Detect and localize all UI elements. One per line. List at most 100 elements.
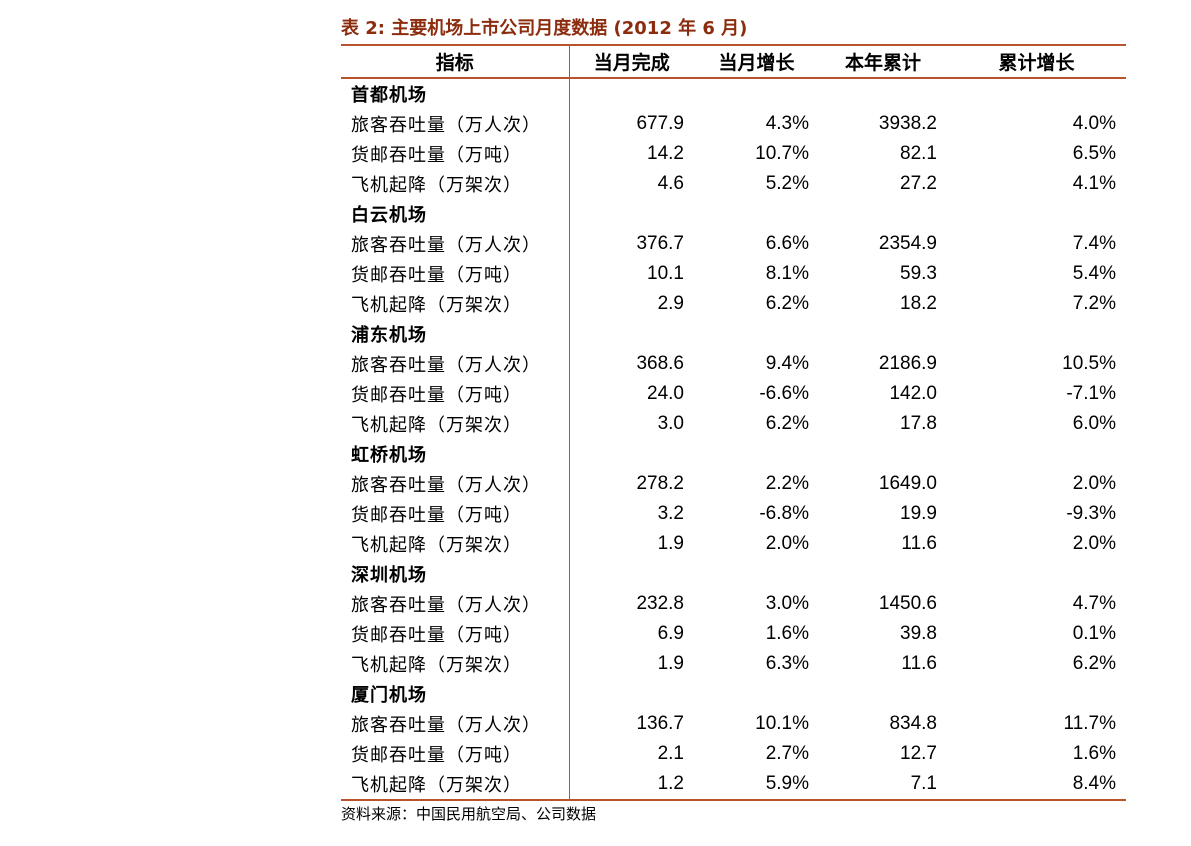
table-row: 飞机起降（万架次） 1.2 5.9% 7.1 8.4% (341, 769, 1126, 800)
ytd-value-cell: 3938.2 (878, 113, 937, 134)
ytd-growth-cell: 6.5% (1072, 143, 1116, 164)
ytd-growth-cell: 2.0% (1072, 473, 1116, 494)
metric-label: 旅客吞吐量（万人次） (341, 589, 570, 619)
monthly-growth-cell: 2.2% (765, 473, 809, 494)
ytd-value-cell: 19.9 (900, 503, 937, 524)
ytd-value-cell: 17.8 (900, 413, 937, 434)
empty-cell (694, 199, 819, 229)
monthly-value-cell: 376.7 (636, 233, 684, 254)
monthly-growth-cell: 9.4% (765, 353, 809, 374)
empty-cell (819, 559, 947, 589)
metric-label: 旅客吞吐量（万人次） (341, 709, 570, 739)
metric-label: 货邮吞吐量（万吨） (341, 499, 570, 529)
empty-cell (694, 559, 819, 589)
monthly-growth-cell: 6.6% (765, 233, 809, 254)
airport-name: 深圳机场 (341, 559, 570, 589)
monthly-value-cell: 1.9 (657, 653, 684, 674)
monthly-value-cell: 136.7 (636, 713, 684, 734)
empty-cell (947, 679, 1126, 709)
ytd-growth-cell: 0.1% (1072, 623, 1116, 644)
ytd-value-cell: 2186.9 (878, 353, 937, 374)
empty-cell (819, 319, 947, 349)
airport-name: 厦门机场 (341, 679, 570, 709)
empty-cell (569, 319, 694, 349)
ytd-growth-cell: 4.0% (1072, 113, 1116, 134)
empty-cell (569, 559, 694, 589)
monthly-value-cell: 24.0 (647, 383, 684, 404)
metric-label: 货邮吞吐量（万吨） (341, 619, 570, 649)
table-row: 旅客吞吐量（万人次） 232.8 3.0% 1450.6 4.7% (341, 589, 1126, 619)
monthly-value-cell: 368.6 (636, 353, 684, 374)
airport-data-table: 指标 当月完成 当月增长 本年累计 累计增长 首都机场 旅客吞吐量（万人次） 677… (341, 44, 1126, 801)
ytd-value-cell: 27.2 (900, 173, 937, 194)
ytd-value-cell: 39.8 (900, 623, 937, 644)
metric-label: 飞机起降（万架次） (341, 649, 570, 679)
ytd-growth-cell: 1.6% (1072, 743, 1116, 764)
ytd-growth-cell: -7.1% (1066, 383, 1116, 404)
empty-cell (569, 78, 694, 109)
ytd-value-cell: 1649.0 (878, 473, 937, 494)
metric-label: 飞机起降（万架次） (341, 169, 570, 199)
monthly-value-cell: 3.0 (657, 413, 684, 434)
empty-cell (694, 78, 819, 109)
empty-cell (819, 679, 947, 709)
monthly-value-cell: 677.9 (636, 113, 684, 134)
group-row: 浦东机场 (341, 319, 1126, 349)
group-row: 虹桥机场 (341, 439, 1126, 469)
monthly-growth-cell: 5.2% (765, 173, 809, 194)
airport-name: 虹桥机场 (341, 439, 570, 469)
table-row: 旅客吞吐量（万人次） 278.2 2.2% 1649.0 2.0% (341, 469, 1126, 499)
empty-cell (947, 319, 1126, 349)
empty-cell (569, 199, 694, 229)
metric-label: 飞机起降（万架次） (341, 769, 570, 800)
monthly-value-cell: 1.9 (657, 533, 684, 554)
ytd-value-cell: 2354.9 (878, 233, 937, 254)
metric-label: 旅客吞吐量（万人次） (341, 109, 570, 139)
group-row: 白云机场 (341, 199, 1126, 229)
monthly-growth-cell: 6.2% (765, 413, 809, 434)
metric-label: 旅客吞吐量（万人次） (341, 469, 570, 499)
monthly-value-cell: 1.2 (657, 773, 684, 794)
table-row: 货邮吞吐量（万吨） 14.2 10.7% 82.1 6.5% (341, 139, 1126, 169)
ytd-value-cell: 59.3 (900, 263, 937, 284)
monthly-value-cell: 232.8 (636, 593, 684, 614)
ytd-value-cell: 834.8 (889, 713, 937, 734)
empty-cell (947, 78, 1126, 109)
empty-cell (947, 199, 1126, 229)
ytd-growth-cell: -9.3% (1066, 503, 1116, 524)
table-header: 指标 当月完成 当月增长 本年累计 累计增长 (341, 45, 1126, 79)
empty-cell (819, 199, 947, 229)
metric-label: 货邮吞吐量（万吨） (341, 379, 570, 409)
monthly-growth-cell: -6.8% (759, 503, 809, 524)
monthly-growth-cell: 6.2% (765, 293, 809, 314)
monthly-growth-cell: 6.3% (765, 653, 809, 674)
empty-cell (947, 439, 1126, 469)
ytd-value-cell: 12.7 (900, 743, 937, 764)
table-title: 表 2: 主要机场上市公司月度数据 (2012 年 6 月) (341, 18, 748, 39)
monthly-value-cell: 14.2 (647, 143, 684, 164)
airport-name: 白云机场 (341, 199, 570, 229)
header-monthly-value: 当月完成 (569, 45, 694, 79)
table-row: 飞机起降（万架次） 1.9 2.0% 11.6 2.0% (341, 529, 1126, 559)
header-monthly-growth: 当月增长 (694, 45, 819, 79)
table-row: 旅客吞吐量（万人次） 368.6 9.4% 2186.9 10.5% (341, 349, 1126, 379)
empty-cell (947, 559, 1126, 589)
table-row: 旅客吞吐量（万人次） 376.7 6.6% 2354.9 7.4% (341, 229, 1126, 259)
metric-label: 货邮吞吐量（万吨） (341, 139, 570, 169)
table-row: 飞机起降（万架次） 3.0 6.2% 17.8 6.0% (341, 409, 1126, 439)
metric-label: 旅客吞吐量（万人次） (341, 349, 570, 379)
empty-cell (694, 319, 819, 349)
monthly-growth-cell: 1.6% (765, 623, 809, 644)
monthly-value-cell: 10.1 (647, 263, 684, 284)
monthly-growth-cell: 10.1% (755, 713, 809, 734)
ytd-growth-cell: 4.7% (1072, 593, 1116, 614)
ytd-value-cell: 18.2 (900, 293, 937, 314)
ytd-growth-cell: 6.2% (1072, 653, 1116, 674)
monthly-growth-cell: 8.1% (765, 263, 809, 284)
ytd-value-cell: 11.6 (901, 653, 937, 674)
monthly-growth-cell: 3.0% (765, 593, 809, 614)
metric-label: 飞机起降（万架次） (341, 529, 570, 559)
ytd-value-cell: 7.1 (910, 773, 937, 794)
airport-name: 浦东机场 (341, 319, 570, 349)
monthly-growth-cell: -6.6% (759, 383, 809, 404)
